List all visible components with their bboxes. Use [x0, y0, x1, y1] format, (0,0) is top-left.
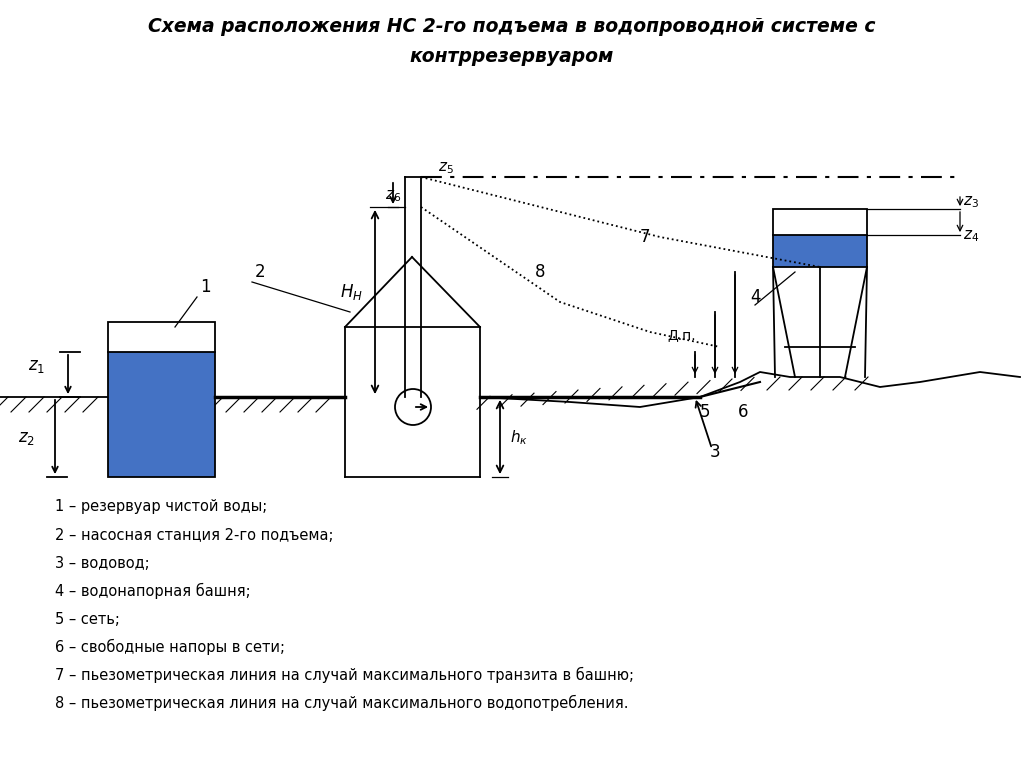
- Text: $h_к$: $h_к$: [510, 428, 528, 446]
- Text: 8: 8: [535, 263, 546, 281]
- Text: 2 – насосная станция 2-го подъема;: 2 – насосная станция 2-го подъема;: [55, 528, 334, 542]
- Text: Схема расположения НС 2-го подъема в водопроводной системе с: Схема расположения НС 2-го подъема в вод…: [148, 18, 876, 37]
- Bar: [108, 352, 215, 477]
- Text: 7 – пьезометрическая линия на случай максимального транзита в башню;: 7 – пьезометрическая линия на случай мак…: [55, 667, 634, 683]
- Text: 3: 3: [710, 443, 721, 461]
- Text: 1: 1: [200, 278, 211, 296]
- Text: $z_4$: $z_4$: [963, 228, 979, 244]
- Text: $z_1$: $z_1$: [28, 357, 45, 375]
- Text: 4 – водонапорная башня;: 4 – водонапорная башня;: [55, 583, 251, 599]
- Text: 2: 2: [255, 263, 265, 281]
- Text: $z_3$: $z_3$: [963, 194, 979, 209]
- Bar: [773, 235, 867, 267]
- Text: 8 – пьезометрическая линия на случай максимального водопотребления.: 8 – пьезометрическая линия на случай мак…: [55, 695, 629, 711]
- Text: 6 – свободные напоры в сети;: 6 – свободные напоры в сети;: [55, 639, 285, 655]
- Text: 1 – резервуар чистой воды;: 1 – резервуар чистой воды;: [55, 499, 267, 515]
- Bar: [108, 322, 215, 477]
- Bar: [773, 209, 867, 267]
- Text: $H_H$: $H_H$: [340, 282, 362, 302]
- Text: 7: 7: [640, 228, 650, 246]
- Text: 5 – сеть;: 5 – сеть;: [55, 611, 120, 627]
- Text: Д.п.: Д.п.: [667, 328, 695, 342]
- Text: $z_2$: $z_2$: [18, 429, 35, 447]
- Text: контррезервуаром: контррезервуаром: [410, 48, 614, 67]
- Text: 6: 6: [738, 403, 749, 421]
- Text: 3 – водовод;: 3 – водовод;: [55, 555, 150, 571]
- Text: 5: 5: [700, 403, 711, 421]
- Text: 4: 4: [750, 288, 761, 306]
- Text: $z_6$: $z_6$: [385, 188, 401, 204]
- Text: $z_5$: $z_5$: [438, 160, 454, 176]
